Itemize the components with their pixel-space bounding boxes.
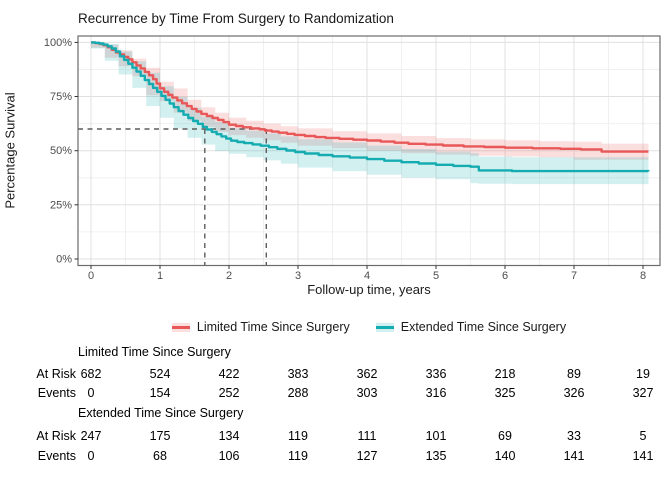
- y-tick-label: 50%: [50, 145, 72, 157]
- legend-item-extended: Extended Time Since Surgery: [375, 320, 567, 334]
- legend: Limited Time Since Surgery Extended Time…: [78, 320, 660, 334]
- legend-key-extended: [375, 322, 394, 332]
- events-count: 141: [632, 449, 654, 463]
- x-tick-label: 4: [364, 270, 370, 282]
- survival-curve-extended: [91, 41, 650, 173]
- legend-label-limited: Limited Time Since Surgery: [196, 320, 350, 334]
- events-count: 127: [356, 449, 378, 463]
- x-tick-label: 3: [295, 270, 301, 282]
- legend-key-limited: [171, 322, 190, 332]
- at-risk-count: 111: [357, 429, 377, 443]
- at-risk-count: 89: [567, 367, 581, 381]
- events-count: 68: [153, 449, 167, 463]
- events-count: 325: [494, 386, 516, 400]
- events-count: 316: [425, 386, 447, 400]
- legend-label-extended: Extended Time Since Surgery: [400, 320, 567, 334]
- at-risk-count: 175: [149, 429, 171, 443]
- survival-curve-limited: [91, 41, 649, 153]
- at-risk-count: 19: [636, 367, 650, 381]
- at-risk-count: 33: [567, 429, 581, 443]
- confidence-band-extended: [91, 42, 649, 185]
- events-count: 119: [288, 449, 308, 463]
- at-risk-count: 524: [149, 367, 171, 381]
- y-tick-label: 75%: [50, 91, 72, 103]
- x-tick-label: 0: [88, 270, 94, 282]
- survival-plot: 0 1 2 3 4 5 6 7 8 0% 25% 50% 75% 100%: [44, 35, 661, 282]
- x-tick-label: 7: [571, 270, 577, 282]
- at-risk-count: 218: [494, 367, 516, 381]
- confidence-band-limited: [91, 42, 649, 160]
- x-tick-label: 2: [226, 270, 232, 282]
- events-count: 252: [218, 386, 240, 400]
- y-tick-label: 0%: [56, 254, 72, 266]
- at-risk-count: 383: [287, 367, 309, 381]
- at-risk-count: 247: [80, 429, 102, 443]
- events-count: 140: [494, 449, 516, 463]
- at-risk-count: 682: [80, 367, 102, 381]
- events-count: 141: [563, 449, 585, 463]
- events-count: 303: [356, 386, 378, 400]
- events-count: 154: [149, 386, 171, 400]
- at-risk-row-label: At Risk: [36, 429, 76, 443]
- events-row-label: Events: [37, 386, 76, 400]
- at-risk-count: 119: [288, 429, 308, 443]
- y-axis-title: Percentage Survival: [2, 92, 18, 209]
- legend-key-line-icon: [375, 325, 394, 329]
- risk-table-group-header: Limited Time Since Surgery: [78, 345, 231, 359]
- x-tick-label: 8: [640, 270, 646, 282]
- legend-key-line-icon: [171, 325, 190, 329]
- legend-item-limited: Limited Time Since Surgery: [171, 320, 350, 334]
- events-count: 0: [87, 386, 95, 400]
- x-axis-title: Follow-up time, years: [307, 282, 431, 297]
- at-risk-row-label: At Risk: [36, 367, 76, 381]
- y-tick-label: 25%: [50, 199, 72, 211]
- risk-table-group-header: Extended Time Since Surgery: [78, 406, 244, 420]
- at-risk-count: 336: [425, 367, 447, 381]
- x-tick-label: 1: [157, 270, 163, 282]
- at-risk-count: 422: [218, 367, 240, 381]
- events-count: 326: [563, 386, 585, 400]
- x-tick-label: 6: [502, 270, 508, 282]
- y-tick-label: 100%: [44, 37, 72, 49]
- at-risk-count: 362: [356, 367, 378, 381]
- at-risk-count: 69: [498, 429, 512, 443]
- x-tick-label: 5: [433, 270, 439, 282]
- events-count: 0: [87, 449, 95, 463]
- events-count: 135: [425, 449, 447, 463]
- events-count: 106: [218, 449, 240, 463]
- events-row-label: Events: [37, 449, 76, 463]
- at-risk-count: 101: [425, 429, 447, 443]
- at-risk-count: 5: [639, 429, 647, 443]
- at-risk-count: 134: [218, 429, 240, 443]
- events-count: 288: [287, 386, 309, 400]
- chart-title: Recurrence by Time From Surgery to Rando…: [78, 11, 394, 26]
- events-count: 327: [632, 386, 654, 400]
